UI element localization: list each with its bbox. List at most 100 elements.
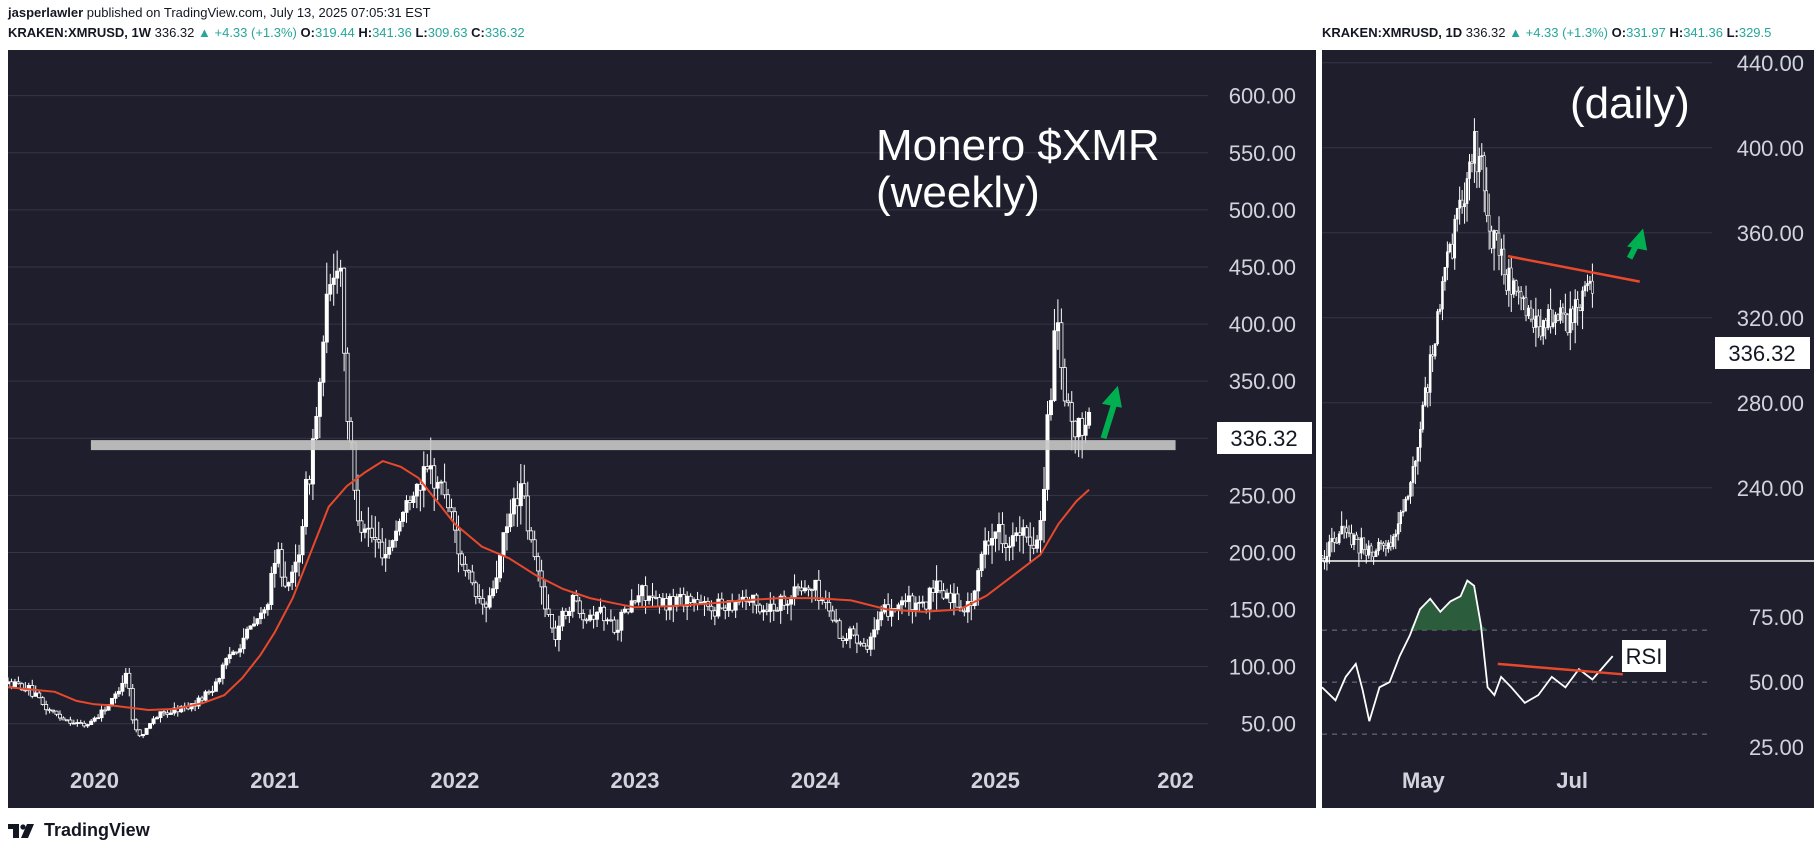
candle-body [903,600,908,603]
candle-body [487,595,492,608]
candle-body [1568,308,1572,333]
candle-body [1391,536,1395,547]
candle-body [1367,545,1371,556]
candle-body [979,553,984,571]
candle-body [844,638,849,641]
candle-body [428,465,433,470]
candle-body [310,438,315,485]
candle-body [366,527,371,530]
candle-body [307,478,312,485]
y-tick-label: 500.00 [1229,198,1296,223]
candle-body [1387,542,1390,550]
weekly-symbol[interactable]: KRAKEN:XMRUSD, 1W [8,25,151,40]
candle-body [955,593,960,608]
candle-body [1038,520,1043,541]
arrow-head[interactable] [1627,228,1648,251]
candle-body [719,598,724,609]
candle-body [1492,230,1496,249]
candle-body [1325,556,1329,563]
candle-body [9,681,14,688]
candle-body [996,523,1001,533]
candle-body [782,595,787,606]
candle-body [12,681,17,688]
candle-body [1495,230,1498,234]
y-tick-label: 320.00 [1737,306,1804,331]
weekly-chart-panel[interactable]: Monero $XMR (weekly) 50.00 100.00 150.00 20… [5,50,1316,808]
ohlc-value: 336.32 [484,25,525,40]
daily-symbol[interactable]: KRAKEN:XMRUSD, 1D [1322,25,1463,40]
candle-body [1342,525,1346,529]
candle-body [1320,555,1324,560]
candle-body [872,629,877,638]
candle-body [858,642,863,645]
candle-body [768,603,773,612]
candle-body [262,609,267,614]
daily-chart-panel[interactable]: (daily) 240.00 280.00 320.00 360.00 400.00 44… [1320,50,1814,808]
candle-body [1066,400,1071,404]
candle-body [33,692,38,697]
candle-body [1069,402,1074,422]
candle-body [449,507,454,513]
candle-body [387,546,392,555]
y-tick-label: 450.00 [1229,255,1296,280]
candle-body [1010,535,1015,547]
daily-chart[interactable]: (daily) 240.00 280.00 320.00 360.00 400.00 44… [1320,50,1814,808]
candle-body [19,683,24,691]
candle-body [574,594,579,602]
weekly-chart[interactable]: Monero $XMR (weekly) 50.00 100.00 150.00 20… [5,50,1316,808]
candle-body [927,587,932,610]
rsi-trendline[interactable] [1497,662,1623,676]
candle-body [847,628,852,640]
candle-body [1583,285,1587,292]
arrow-head[interactable] [1101,385,1122,408]
candle-body [924,601,929,610]
ohlc-value: 329.5 [1738,25,1772,40]
candle-body [1411,466,1415,483]
candle-body [567,610,572,617]
candle-body [92,717,97,722]
candle-body [1426,387,1430,393]
candle-body [1340,525,1343,535]
candle-body [196,697,201,707]
candle-body [144,727,149,735]
candle-body [394,530,399,541]
candle-body [938,580,943,592]
candle-body [834,619,839,622]
candle-body [636,595,641,603]
candle-body [747,600,752,603]
candle-body [109,697,114,706]
candle-body [217,678,222,683]
tradingview-logo[interactable]: TradingView [8,820,150,841]
daily-trendline[interactable] [1507,254,1640,283]
candle-body [96,717,101,720]
candle-body [40,697,45,705]
candle-body [532,539,537,558]
candle-body [615,629,620,633]
resistance-zone[interactable] [90,440,1176,451]
candle-body [103,709,108,712]
candle-body [484,603,489,608]
candle-body [1409,482,1412,497]
candle-body [272,562,277,574]
candle-body [369,527,374,538]
candle-body [1007,545,1012,548]
candle-body [1586,283,1589,287]
author[interactable]: jasperlawler [8,5,84,20]
candle-body [411,495,416,503]
candle-body [875,619,880,631]
candle-body [234,651,239,654]
candle-body [796,586,801,589]
candle-body [1003,543,1008,548]
x-tick-label: 2024 [791,768,841,793]
candle-body [404,500,409,513]
candle-body [601,606,606,622]
candle-body [1446,251,1449,268]
candle-body [1519,291,1523,299]
candle-body [245,628,250,639]
candle-body [61,717,66,721]
rsi-y-tick-label: 50.00 [1749,670,1804,695]
candle-body [1055,322,1060,332]
candle-body [1423,387,1427,406]
candle-body [563,610,568,617]
candle-body [151,718,156,724]
